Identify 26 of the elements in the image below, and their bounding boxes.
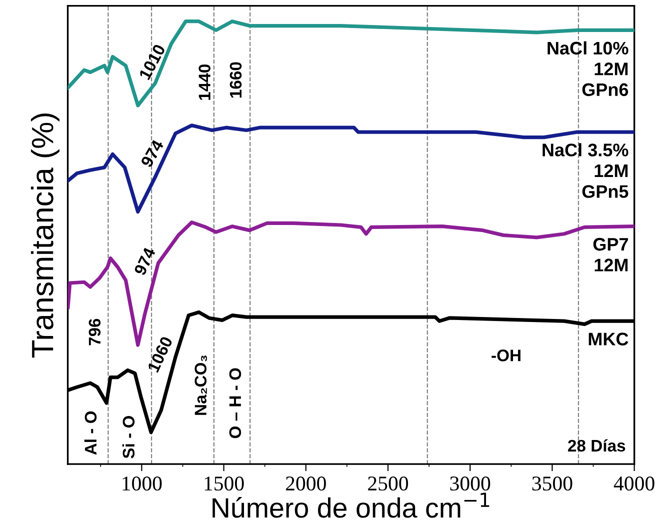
- annotation: Na₂CO₃: [194, 356, 207, 415]
- series-label: MKC: [588, 332, 628, 346]
- y-axis-title: Transmitancia (%): [30, 113, 60, 358]
- annotation: Al - O: [84, 411, 97, 455]
- annotation: 974: [134, 246, 156, 276]
- x-axis-title: Número de onda cm$^{−1}$: [212, 492, 490, 518]
- x-tick-label: 2500: [368, 476, 408, 491]
- series-label: GP7 12M: [593, 238, 628, 272]
- series-label: NaCl 3.5% 12M GPn5: [542, 143, 628, 198]
- x-tick-label: 1000: [122, 476, 162, 491]
- x-tick-label: 1500: [204, 476, 244, 491]
- annotation: 1060: [147, 336, 173, 373]
- series-label: NaCl 10% 12M GPn6: [548, 41, 628, 96]
- annotation: 1010: [138, 43, 166, 80]
- annotation: 1660: [230, 62, 242, 98]
- x-tick-label: 3500: [532, 476, 572, 491]
- annotation: 1440: [198, 64, 210, 100]
- annotation: O – H - O: [229, 368, 242, 438]
- annotation: Si - O: [122, 416, 135, 458]
- annotation: 28 Días: [568, 439, 626, 452]
- annotation: -OH: [492, 350, 520, 362]
- annotation: 796: [88, 318, 101, 346]
- x-tick-label: 3000: [450, 476, 490, 491]
- x-tick-label: 4000: [614, 476, 654, 491]
- x-tick-label: 2000: [286, 476, 326, 491]
- annotation: 974: [140, 138, 164, 168]
